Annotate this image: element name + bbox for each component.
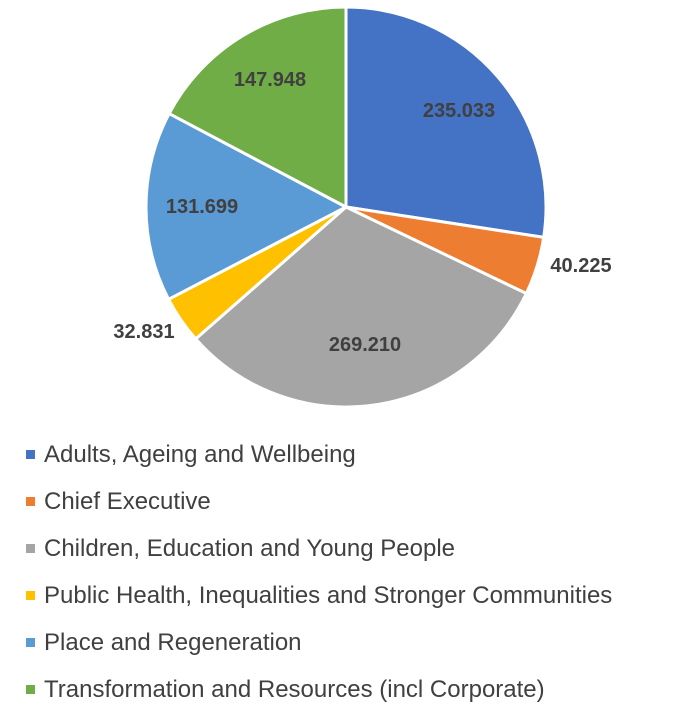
legend-swatch [26, 638, 35, 647]
legend-item-transformation-resources: Transformation and Resources (incl Corpo… [26, 666, 612, 713]
pie-slice-adults-ageing-wellbeing [344, 5, 548, 239]
legend-label: Public Health, Inequalities and Stronger… [44, 581, 613, 609]
legend-swatch [26, 544, 35, 553]
legend-swatch [26, 450, 35, 459]
legend-label: Adults, Ageing and Wellbeing [44, 440, 356, 468]
data-label-children-education: 269.210 [329, 334, 401, 356]
data-label-chief-executive: 40.225 [550, 255, 611, 277]
legend-item-public-health: Public Health, Inequalities and Stronger… [26, 572, 612, 619]
legend-label: Transformation and Resources (incl Corpo… [44, 675, 545, 703]
chart-legend: Adults, Ageing and Wellbeing Chief Execu… [26, 431, 612, 713]
legend-swatch [26, 685, 35, 694]
legend-label: Place and Regeneration [44, 628, 302, 656]
legend-swatch [26, 497, 35, 506]
legend-item-children-education: Children, Education and Young People [26, 525, 612, 572]
pie-slice-children-education [194, 205, 528, 409]
legend-label: Children, Education and Young People [44, 534, 455, 562]
legend-item-place-regeneration: Place and Regeneration [26, 619, 612, 666]
data-label-adults-ageing-wellbeing: 235.033 [423, 100, 495, 122]
legend-swatch [26, 591, 35, 600]
legend-item-adults-ageing-wellbeing: Adults, Ageing and Wellbeing [26, 431, 612, 478]
legend-item-chief-executive: Chief Executive [26, 478, 612, 525]
data-label-public-health: 32.831 [113, 321, 174, 343]
legend-label: Chief Executive [44, 487, 211, 515]
pie-chart: 235.033 40.225 269.210 32.831 131.699 147.948 [113, 5, 612, 409]
pie-slice-transformation-resources [167, 5, 348, 209]
pie-slice-place-regeneration [144, 112, 348, 301]
data-label-place-regeneration: 131.699 [166, 196, 238, 218]
data-label-transformation-resources: 147.948 [234, 69, 306, 91]
